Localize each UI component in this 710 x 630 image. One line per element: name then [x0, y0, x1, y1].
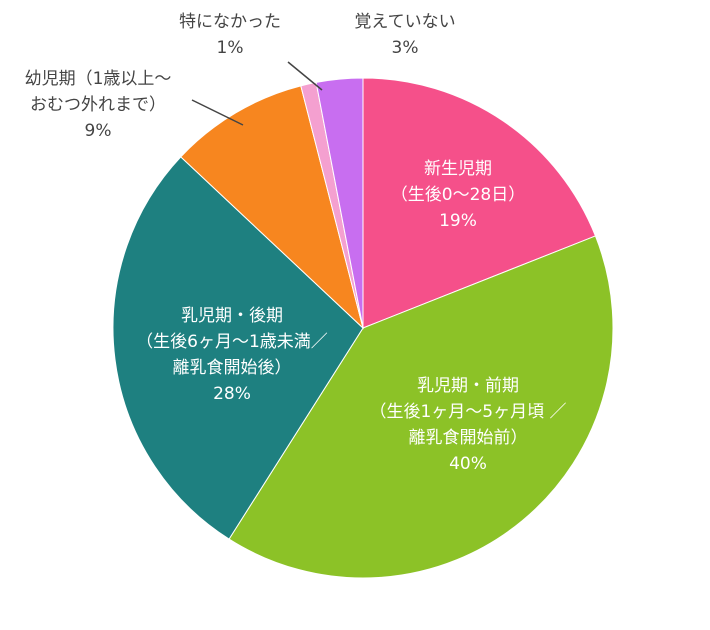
slice-label: 乳児期・後期 （生後6ヶ月～1歳未満／ 離乳食開始後） 28%	[82, 303, 382, 407]
value-label: 40%	[449, 454, 487, 474]
value-label: 19%	[439, 211, 477, 231]
slice-label: 幼児期（1歳以上～ おむつ外れまで） 9%	[0, 66, 248, 144]
pie-slice	[228, 235, 614, 579]
slice-label: 覚えていない 3%	[255, 9, 555, 61]
pie-slice	[362, 77, 597, 329]
slice-label: 新生児期 （生後0～28日） 19%	[308, 156, 608, 234]
value-label: 1%	[216, 38, 244, 58]
value-label: 9%	[84, 121, 112, 141]
value-label: 3%	[391, 38, 419, 58]
value-label: 28%	[213, 384, 251, 404]
pie-slice	[315, 77, 364, 329]
category-label: 特になかった	[179, 12, 281, 32]
pie-slice	[180, 85, 364, 330]
pie-slice	[112, 156, 364, 540]
category-label: 覚えていない	[354, 12, 456, 32]
slice-label: 乳児期・前期 （生後1ヶ月～5ヶ月頃 ／ 離乳食開始前） 40%	[318, 373, 618, 477]
category-label: 幼児期（1歳以上～ おむつ外れまで）	[24, 69, 172, 115]
category-label: 新生児期 （生後0～28日）	[390, 159, 526, 205]
leader-line	[287, 61, 323, 91]
leader-line	[191, 99, 244, 126]
category-label: 乳児期・前期 （生後1ヶ月～5ヶ月頃 ／ 離乳食開始前）	[369, 376, 567, 448]
category-label: 乳児期・後期 （生後6ヶ月～1歳未満／ 離乳食開始後）	[136, 306, 328, 378]
slice-label: 特になかった 1%	[80, 9, 380, 61]
